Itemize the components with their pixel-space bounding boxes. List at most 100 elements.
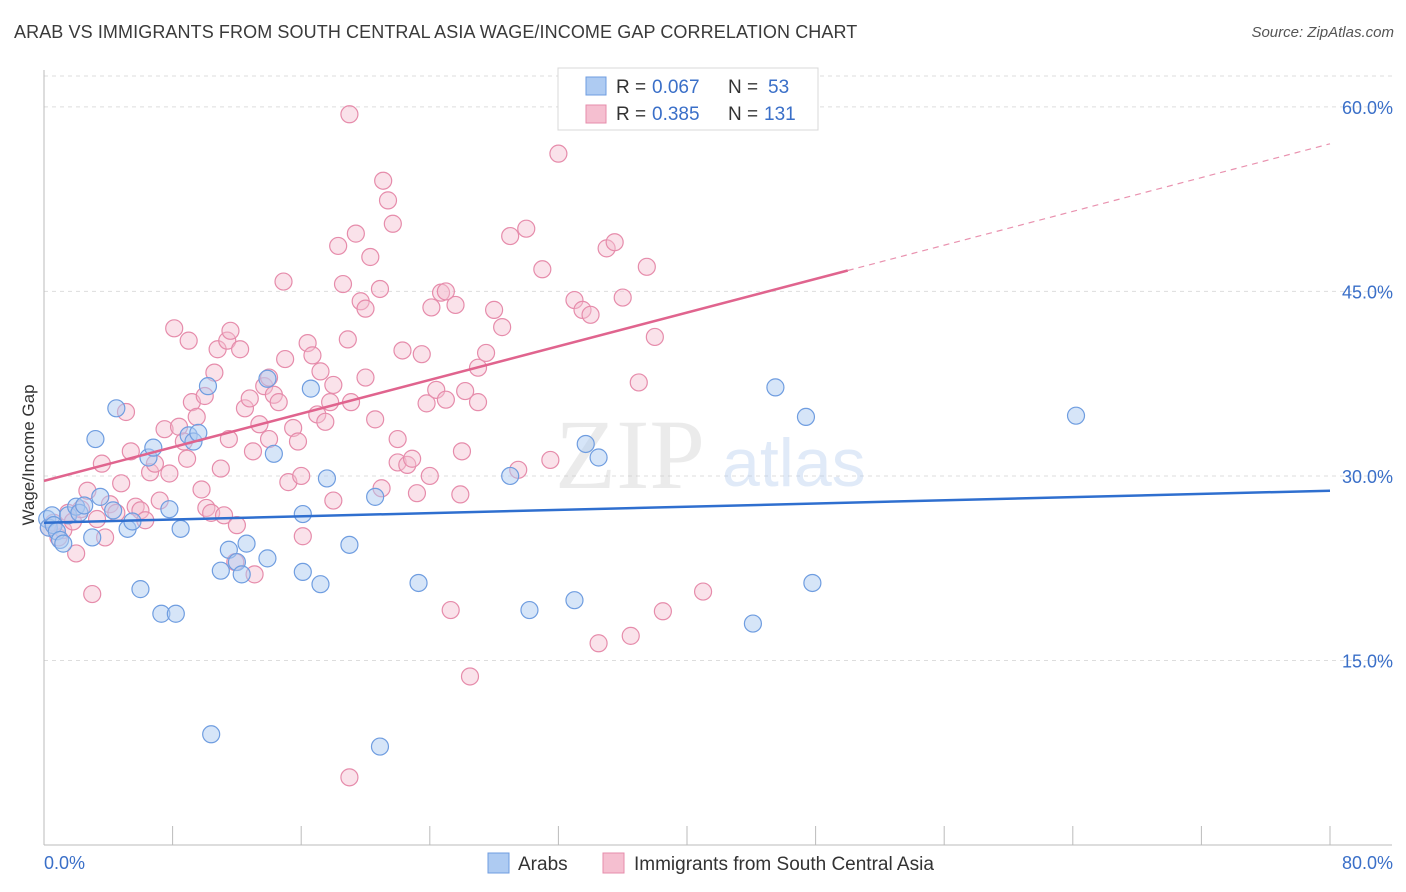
sca-point [211, 459, 230, 478]
sca-point [338, 330, 357, 349]
sca-point [549, 144, 568, 163]
sca-point [221, 321, 240, 340]
source-label: Source: ZipAtlas.com [1251, 24, 1394, 41]
arabs-point [293, 562, 312, 582]
arabs-point [366, 487, 385, 506]
y-tick-label: 45.0% [1342, 282, 1393, 302]
sca-point [187, 407, 206, 427]
sca-point [388, 429, 407, 449]
arabs-point [301, 379, 320, 398]
arabs-point [160, 500, 179, 519]
bottom-legend-label-sca: Immigrants from South Central Asia [634, 854, 934, 875]
sca-point [468, 393, 488, 412]
sca-point [276, 349, 295, 369]
sca-point [155, 420, 174, 439]
arabs-point [104, 501, 123, 520]
watermark: ZIP atlas [555, 399, 866, 510]
sca-point [378, 191, 398, 210]
arabs-point [166, 604, 185, 623]
sca-point [160, 464, 179, 483]
legend-n-label-arabs: N = [728, 77, 758, 98]
sca-point [629, 373, 648, 392]
sca-point [417, 394, 436, 413]
arabs-point [1066, 406, 1086, 425]
sca-point [179, 331, 198, 350]
arabs-point [340, 535, 359, 554]
sca-point [436, 282, 455, 301]
sca-point [67, 544, 86, 563]
sca-point [407, 484, 427, 503]
arabs-point [766, 378, 785, 397]
arabs-point [198, 377, 218, 396]
trend-lines [43, 143, 1331, 524]
sca-point [324, 491, 343, 510]
bottom-legend-swatch-arabs [487, 852, 510, 874]
sca-point [231, 340, 250, 359]
sca-point [356, 368, 375, 387]
sca-point [493, 318, 512, 337]
sca-point [581, 305, 600, 324]
sca-point [329, 236, 348, 256]
sca-point [403, 449, 422, 468]
sca-point [370, 279, 390, 299]
legend-r-label-arabs: R = [616, 77, 646, 98]
sca-point [541, 450, 560, 470]
sca-point [288, 432, 308, 451]
sca-point [361, 247, 380, 267]
sca-point [393, 341, 412, 360]
legend-n-value-sca: 131 [764, 104, 796, 125]
arabs-point [54, 534, 73, 553]
sca-trend-extension [847, 143, 1331, 272]
legend-n-label-sca: N = [728, 104, 758, 125]
legend-r-label-sca: R = [616, 104, 646, 125]
bottom-legend: Arabs Immigrants from South Central Asia [487, 852, 934, 875]
sca-point [436, 390, 455, 409]
sca-point [87, 509, 107, 529]
arabs-point [311, 575, 330, 594]
arabs-point [565, 591, 584, 610]
sca-point [589, 634, 608, 653]
sca-point [324, 375, 343, 395]
sca-point [284, 418, 303, 438]
sca-point [235, 399, 255, 418]
arabs-point [409, 573, 428, 593]
arabs-point [258, 549, 277, 568]
sca-point [177, 449, 197, 468]
legend-r-value-sca: 0.385 [652, 104, 700, 125]
legend-swatch-arabs [585, 76, 607, 96]
arabs-point [107, 399, 126, 418]
sca-point [303, 346, 322, 365]
arabs-point [211, 561, 230, 580]
sca-point [653, 602, 672, 621]
sca-point [420, 466, 439, 486]
arabs-point [520, 600, 539, 620]
arabs-point [202, 725, 221, 744]
sca-point [446, 295, 465, 315]
sca-point [485, 300, 504, 319]
series-sca-points [39, 105, 713, 787]
sca-point [693, 582, 713, 601]
sca-point [621, 626, 640, 645]
bottom-legend-label-arabs: Arabs [518, 854, 568, 875]
arabs-point [237, 534, 256, 553]
arabs-point [743, 614, 763, 633]
arabs-point [803, 573, 822, 593]
arabs-point [293, 504, 312, 524]
sca-point [311, 362, 330, 381]
sca-trend-line [43, 269, 849, 483]
arabs-point [589, 448, 608, 467]
sca-point [346, 224, 365, 243]
arabs-point [83, 528, 102, 547]
y-axis-title: Wage/Income Gap [19, 384, 38, 525]
sca-point [333, 274, 353, 294]
sca-point [269, 393, 288, 412]
y-tick-label: 60.0% [1342, 98, 1393, 118]
arabs-point [258, 369, 277, 388]
sca-point [456, 381, 475, 401]
sca-point [476, 343, 496, 363]
tick-labels: 15.0% 30.0% 45.0% 60.0% 0.0% 80.0% [44, 98, 1393, 873]
sca-point [451, 485, 470, 504]
arabs-point [91, 487, 110, 506]
arabs-point [171, 519, 190, 538]
arabs-point [317, 469, 337, 488]
